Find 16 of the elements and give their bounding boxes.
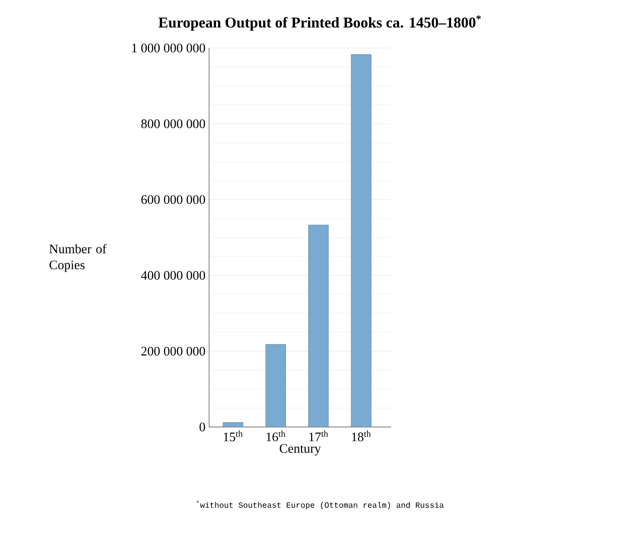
y-tick-label: 0 [200,422,206,432]
y-tick-label: 1 000 000 000 [132,44,206,52]
x-tick-label: 17$^{th}$ [309,430,328,442]
bar [350,54,372,427]
y-axis-title: Number of Copies [49,244,107,272]
x-tick-label: 18$^{th}$ [352,430,371,442]
y-tick-label: 400 000 000 [141,271,206,280]
x-axis-title: Century [280,444,321,456]
y-tick-label: 200 000 000 [141,346,206,356]
y-tick-label: 600 000 000 [141,195,206,204]
x-tick-label: 16$^{th}$ [266,430,286,442]
bar [266,344,286,427]
y-tick-label: 800 000 000 [141,119,206,128]
bar [308,224,329,427]
chart-title: European Output of Printed Books ca. 1450–1800$^{*}$ [158,15,481,31]
x-tick-label: 15$^{th}$ [224,430,243,442]
